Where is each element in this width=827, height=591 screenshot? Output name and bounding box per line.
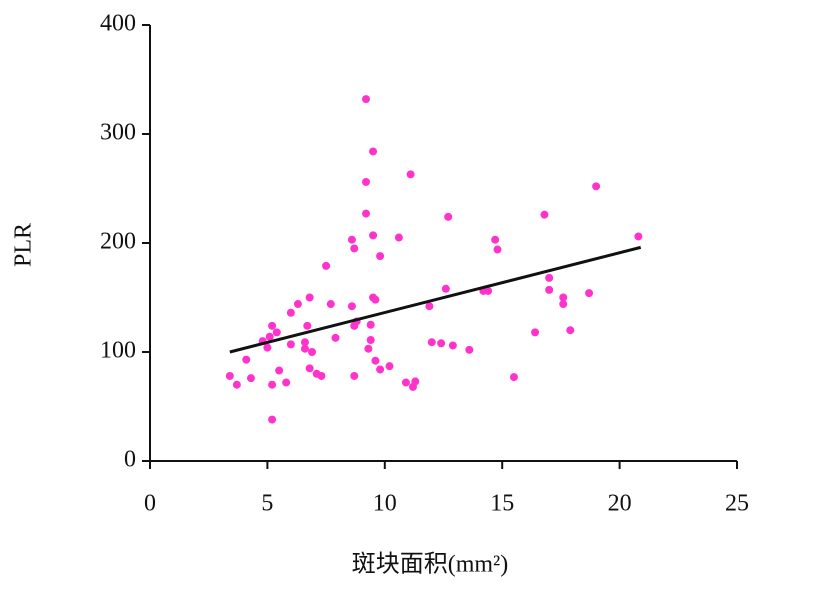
point	[303, 321, 312, 330]
point	[406, 170, 415, 179]
point	[300, 344, 309, 353]
point	[441, 284, 450, 293]
point	[362, 209, 371, 218]
point	[394, 233, 403, 242]
point	[634, 232, 643, 241]
point	[263, 343, 272, 352]
point	[371, 295, 380, 304]
point	[347, 235, 356, 244]
point	[371, 356, 380, 365]
point	[362, 177, 371, 186]
point	[362, 95, 371, 104]
point	[411, 377, 420, 386]
point	[268, 415, 277, 424]
point	[322, 261, 331, 270]
point	[326, 300, 335, 309]
point	[286, 308, 295, 317]
point	[592, 182, 601, 191]
point	[545, 285, 554, 294]
point	[484, 286, 493, 295]
point	[366, 336, 375, 345]
point	[376, 252, 385, 261]
point	[491, 235, 500, 244]
point	[566, 326, 575, 335]
point	[305, 293, 314, 302]
point	[559, 293, 568, 302]
y-axis-label: PLR	[11, 223, 37, 267]
point	[369, 147, 378, 156]
point	[509, 373, 518, 382]
point	[437, 339, 446, 348]
point	[286, 340, 295, 349]
x-axis-label: 斑块面积(mm²)	[352, 551, 509, 578]
point	[265, 332, 274, 341]
point	[540, 210, 549, 219]
point	[293, 300, 302, 309]
x-tick-label: 15	[490, 491, 514, 517]
point	[366, 320, 375, 329]
point	[232, 380, 241, 389]
point	[305, 364, 314, 373]
point	[350, 371, 359, 380]
x-tick-label: 20	[608, 491, 632, 517]
point	[331, 333, 340, 342]
point	[465, 345, 474, 354]
y-tick-label: 200	[100, 229, 136, 255]
point	[268, 380, 277, 389]
point	[364, 344, 373, 353]
point	[444, 212, 453, 221]
fit-line	[229, 245, 642, 354]
point	[369, 231, 378, 240]
point	[493, 245, 502, 254]
point	[545, 273, 554, 282]
point	[347, 302, 356, 311]
point	[448, 341, 457, 350]
point	[427, 338, 436, 347]
point	[275, 366, 284, 375]
point	[376, 365, 385, 374]
y-tick-label: 0	[124, 447, 136, 473]
point	[272, 328, 281, 337]
y-tick-label: 300	[100, 120, 136, 146]
x-tick-label: 5	[261, 491, 273, 517]
point	[242, 355, 251, 364]
point	[585, 289, 594, 298]
point	[308, 348, 317, 356]
point	[282, 378, 291, 387]
y-tick-label: 100	[100, 338, 136, 364]
x-tick-label: 25	[725, 491, 749, 517]
point	[350, 244, 359, 253]
point	[385, 362, 394, 371]
point	[401, 378, 410, 387]
point	[300, 338, 309, 347]
x-tick-label: 10	[373, 491, 397, 517]
point	[425, 302, 434, 311]
point	[225, 371, 234, 380]
point	[531, 328, 540, 337]
point	[317, 371, 326, 380]
point	[268, 321, 277, 330]
point	[246, 374, 255, 383]
x-tick-label: 0	[144, 491, 156, 517]
point	[559, 300, 568, 309]
y-tick-label: 400	[100, 11, 136, 37]
